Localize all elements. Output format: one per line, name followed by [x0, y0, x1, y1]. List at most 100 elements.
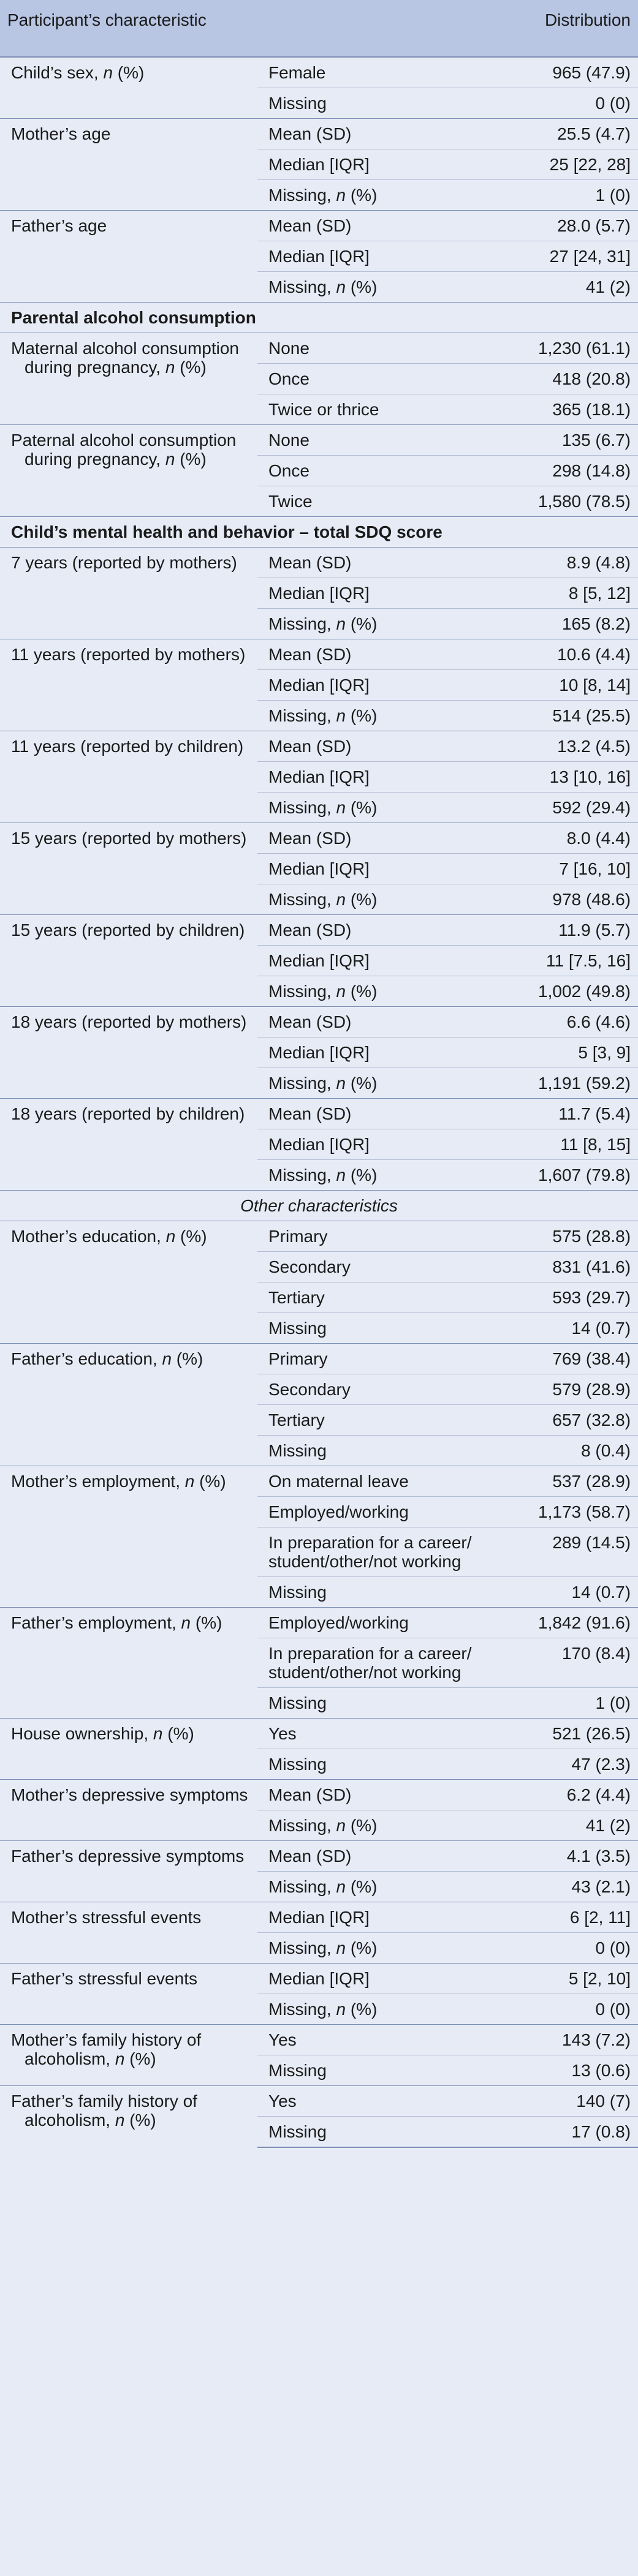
statistic-label: Mean (SD): [257, 1098, 497, 1129]
distribution-value: 418 (20.8): [496, 363, 638, 394]
characteristic-label-text: Mother’s employment, n (%): [11, 1472, 226, 1491]
table-row: 15 years (reported by mothers) Mean (SD) 8…: [0, 823, 638, 915]
table-row: Employed/working 1,173 (58.7): [0, 1496, 638, 1527]
statistic-label: Mean (SD): [257, 823, 497, 854]
subsection-header-row: Other characteristics: [0, 1190, 638, 1221]
distribution-value: 298 (14.8): [496, 455, 638, 486]
characteristic-label: 15 years (reported by mothers): [0, 823, 257, 915]
table-row: 18 years (reported by children) Mean (SD)…: [0, 1098, 638, 1191]
characteristic-label: Father’s family history of alcoholism, n…: [0, 2085, 257, 2147]
characteristic-label: Mother’s stressful events: [0, 1902, 257, 1964]
statistic-label: Mean (SD): [257, 639, 497, 670]
table-row: Missing 1 (0): [0, 1687, 638, 1719]
distribution-value: 575 (28.8): [496, 1221, 638, 1252]
distribution-value: 14 (0.7): [496, 1312, 638, 1344]
table-row: Median [IQR] 13 [10, 16]: [0, 761, 638, 793]
characteristic-label: Father’s depressive symptoms: [0, 1840, 257, 1902]
distribution-value: 8 (0.4): [496, 1435, 638, 1466]
table-row: Missing 14 (0.7): [0, 1312, 638, 1344]
table-row: Median [IQR] 8 [5, 12]: [0, 578, 638, 609]
table-row: Missing, n (%) 0 (0): [0, 1932, 638, 1964]
distribution-value: 769 (38.4): [496, 1343, 638, 1374]
table-row: Missing, n (%) 1,191 (59.2): [0, 1068, 638, 1099]
statistic-label: Missing, n (%): [257, 1159, 497, 1191]
table-row: Missing 47 (2.3): [0, 1749, 638, 1780]
distribution-value: 1,002 (49.8): [496, 976, 638, 1007]
table-row: Missing, n (%) 0 (0): [0, 1994, 638, 2025]
participant-characteristics-table: Participant’s characteristic Distributio…: [0, 0, 638, 2148]
table-row: 15 years (reported by children) Mean (SD)…: [0, 914, 638, 1007]
table-row: Median [IQR] 10 [8, 14]: [0, 669, 638, 701]
statistic-label: Missing, n (%): [257, 976, 497, 1007]
distribution-value: 10 [8, 14]: [496, 669, 638, 701]
characteristic-label: Mother’s age: [0, 118, 257, 211]
statistic-label: Primary: [257, 1221, 497, 1252]
distribution-value: 831 (41.6): [496, 1251, 638, 1282]
statistic-label: Missing, n (%): [257, 608, 497, 639]
statistic-label: Twice or thrice: [257, 394, 497, 425]
statistic-label: Mean (SD): [257, 547, 497, 578]
statistic-label: Primary: [257, 1343, 497, 1374]
distribution-value: 170 (8.4): [496, 1638, 638, 1688]
subsection-title: Other characteristics: [0, 1190, 638, 1221]
distribution-value: 41 (2): [496, 1810, 638, 1841]
statistic-label: Missing: [257, 2055, 497, 2086]
statistic-label: Mean (SD): [257, 1779, 497, 1810]
statistic-label: Female: [257, 56, 497, 88]
table-row: 11 years (reported by children) Mean (SD)…: [0, 731, 638, 823]
distribution-value: 365 (18.1): [496, 394, 638, 425]
statistic-label: Missing, n (%): [257, 792, 497, 823]
statistic-label: Missing, n (%): [257, 700, 497, 731]
table-row: Missing 14 (0.7): [0, 1576, 638, 1608]
distribution-value: 27 [24, 31]: [496, 241, 638, 272]
table-row: Missing, n (%) 41 (2): [0, 271, 638, 303]
table-row: Missing, n (%) 1,607 (79.8): [0, 1159, 638, 1191]
distribution-value: 140 (7): [496, 2085, 638, 2117]
distribution-value: 5 [2, 10]: [496, 1963, 638, 1994]
distribution-value: 8.9 (4.8): [496, 547, 638, 578]
characteristic-label: Child’s sex, n (%): [0, 56, 257, 119]
statistic-label: Missing, n (%): [257, 179, 497, 211]
table-row: Missing, n (%) 41 (2): [0, 1810, 638, 1841]
statistic-label: Median [IQR]: [257, 853, 497, 884]
characteristic-label-text: Father’s family history of alcoholism, n…: [11, 2092, 197, 2130]
table-row: Missing, n (%) 165 (8.2): [0, 608, 638, 639]
statistic-label: Missing: [257, 1687, 497, 1719]
statistic-label: Missing, n (%): [257, 271, 497, 303]
characteristic-label: Mother’s depressive symptoms: [0, 1779, 257, 1841]
characteristic-label: Father’s stressful events: [0, 1963, 257, 2025]
distribution-value: 289 (14.5): [496, 1527, 638, 1577]
table-row: Mother’s family history of alcoholism, n…: [0, 2024, 638, 2086]
statistic-label: Median [IQR]: [257, 149, 497, 180]
statistic-label: Employed/working: [257, 1496, 497, 1527]
characteristic-label-text: Paternal alcohol consumption during preg…: [11, 431, 237, 469]
table-header-row: Participant’s characteristic Distributio…: [0, 0, 638, 58]
table-row: Once 298 (14.8): [0, 455, 638, 486]
table-row: Mother’s education, n (%) Primary 575 (28.…: [0, 1221, 638, 1344]
characteristic-label: Mother’s education, n (%): [0, 1221, 257, 1344]
distribution-value: 657 (32.8): [496, 1404, 638, 1436]
characteristic-label: 18 years (reported by mothers): [0, 1006, 257, 1099]
distribution-value: 1,191 (59.2): [496, 1068, 638, 1099]
table-row: Missing, n (%) 1 (0): [0, 179, 638, 211]
table-row: 11 years (reported by mothers) Mean (SD) 1…: [0, 639, 638, 731]
table-row: In preparation for a career/ student/oth…: [0, 1527, 638, 1577]
distribution-value: 1,580 (78.5): [496, 486, 638, 517]
table-row: Missing 0 (0): [0, 88, 638, 119]
distribution-value: 165 (8.2): [496, 608, 638, 639]
table-row: Father’s employment, n (%) Employed/worki…: [0, 1607, 638, 1719]
characteristic-label: House ownership, n (%): [0, 1718, 257, 1780]
table-row: Father’s family history of alcoholism, n…: [0, 2085, 638, 2147]
statistic-label: Missing, n (%): [257, 1068, 497, 1099]
characteristic-label: 15 years (reported by children): [0, 914, 257, 1007]
statistic-label: Missing: [257, 1749, 497, 1780]
distribution-value: 13.2 (4.5): [496, 731, 638, 762]
table-row: Father’s education, n (%) Primary 769 (38.…: [0, 1343, 638, 1466]
statistic-label: Missing: [257, 2116, 497, 2148]
table-row: Father’s stressful events Median [IQR] 5 […: [0, 1963, 638, 2025]
distribution-value: 1,173 (58.7): [496, 1496, 638, 1527]
table-row: Mother’s depressive symptoms Mean (SD) 6.2…: [0, 1779, 638, 1841]
characteristic-label: Paternal alcohol consumption during preg…: [0, 424, 257, 517]
distribution-value: 593 (29.7): [496, 1282, 638, 1313]
distribution-value: 11 [8, 15]: [496, 1129, 638, 1160]
